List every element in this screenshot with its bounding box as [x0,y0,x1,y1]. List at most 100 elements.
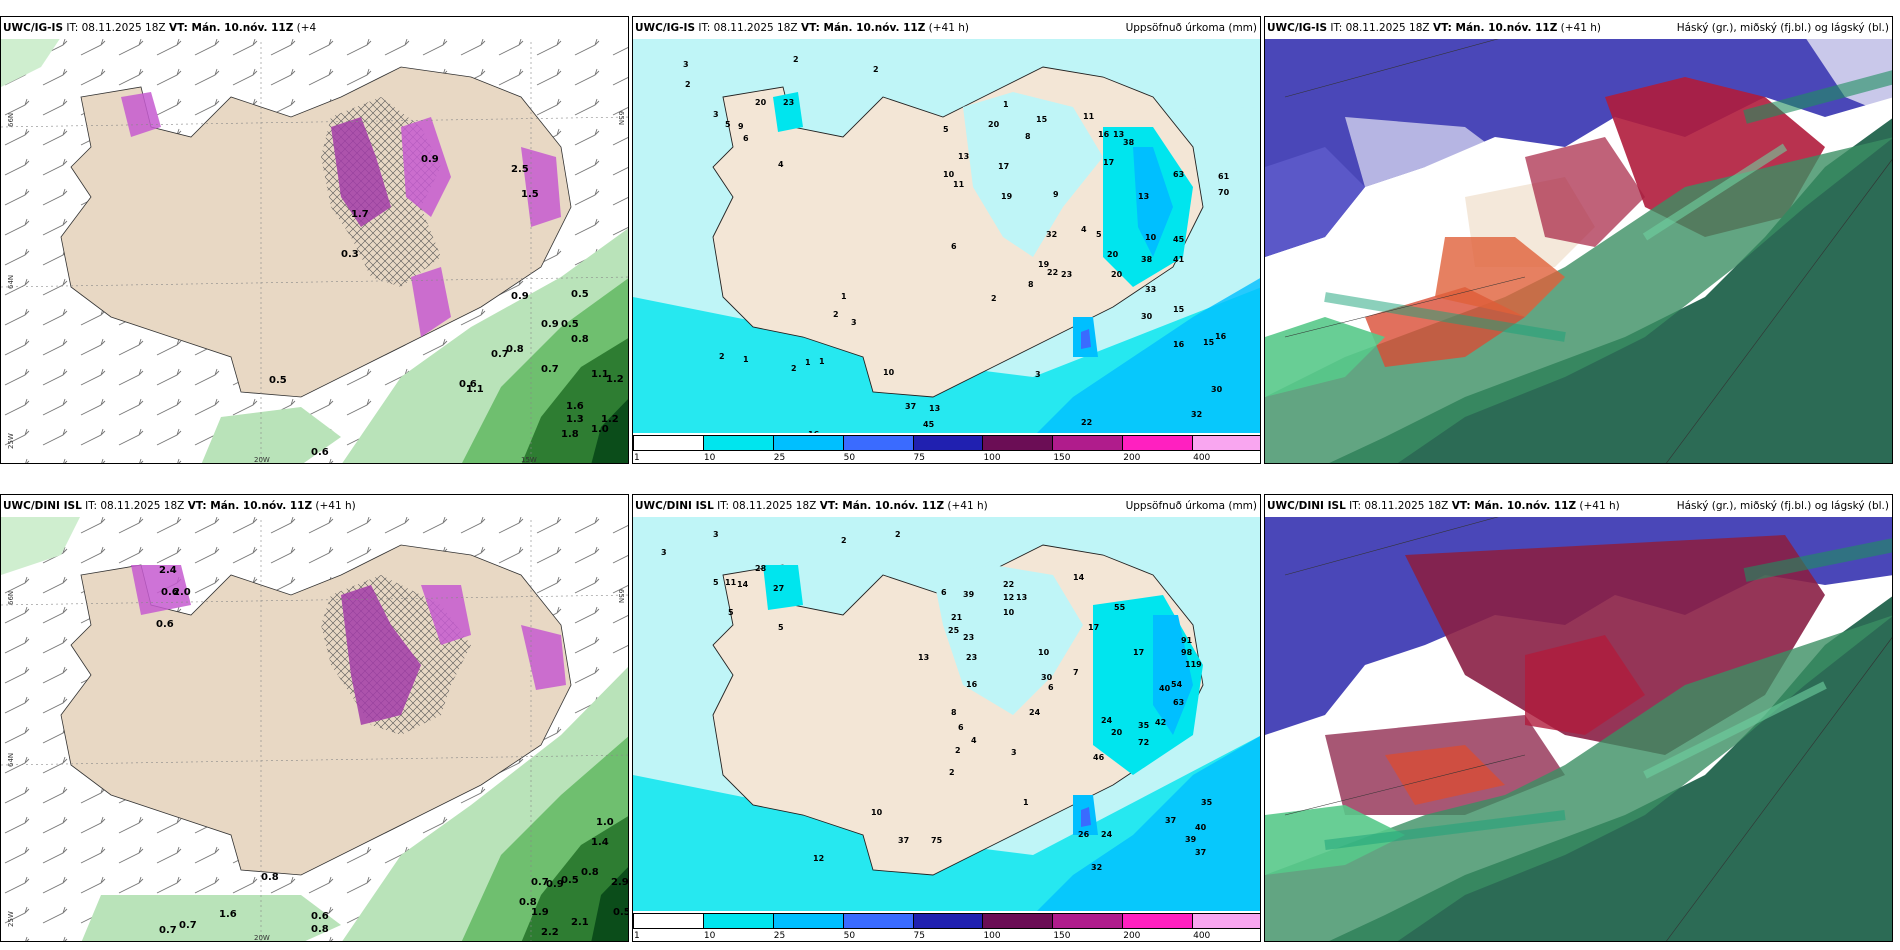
value-label: 16 [1173,340,1185,349]
value-label: 2 [685,80,691,89]
lat-label: 64N [7,753,15,767]
value-label: 55 [1114,603,1126,612]
init-time: IT: 08.11.2025 18Z [1345,500,1452,512]
value-label: 38 [1123,138,1135,147]
init-time: IT: 08.11.2025 18Z [1327,22,1433,34]
colorbar-tick-label: 200 [1123,453,1141,463]
value-label: 0.5 [561,875,579,886]
value-label: 38 [1141,255,1153,264]
lat-label: 65N [617,589,625,603]
value-label: 2 [991,294,997,303]
value-label: 0.6 [311,447,329,458]
value-label: 20 [1111,728,1123,737]
colorbar-swatch [1192,435,1260,451]
value-label: 119 [1185,660,1202,669]
colorbar-tick-label: 1 [634,453,640,463]
colorbar-tick-label: 50 [843,931,856,941]
value-label: 22 [1081,418,1092,427]
value-label: 0.6 [156,619,174,630]
value-label: 8 [1025,132,1031,141]
value-label: 0.6 [161,587,179,598]
value-label: 26 [1078,830,1090,839]
lat-label: 66N [7,113,15,127]
precip-colorbar: 1 10 25 50 75 100 150 200 400 [633,433,1260,463]
value-label: 3 [661,548,667,557]
panel-top-left-wind: UWC/IG-IS IT: 08.11.2025 18Z VT: Mán. 10… [0,16,629,464]
value-label: 11 [725,578,737,587]
value-label: 5 [1096,230,1102,239]
value-label: 10 [1145,233,1157,242]
value-label: 6 [951,242,957,251]
value-label: 2 [791,364,797,373]
value-label: 16 [1215,332,1227,341]
value-label: 3 [713,110,719,119]
value-label: 8 [1028,280,1034,289]
colorbar-swatch [842,435,914,451]
lon-label: 25W [7,911,15,927]
value-label: 24 [1101,830,1113,839]
value-label: 24 [1101,716,1113,725]
value-label: 13 [958,152,969,161]
value-label: 30 [1211,385,1223,394]
value-label: 25 [948,626,960,635]
value-label: 1.3 [566,414,584,425]
value-label: 2 [895,530,901,539]
colorbar-tick-label: 10 [703,453,716,463]
value-label: 5 [778,623,784,632]
colorbar-tick-label: 75 [913,453,925,463]
lead-time: (+41 h) [944,500,988,512]
value-label: 17 [1133,648,1144,657]
valid-time: VT: Mán. 10.nóv. 11Z [187,500,313,512]
value-label: 22 [1003,580,1014,589]
value-label: 0.5 [269,375,287,386]
value-label: 35 [1138,721,1150,730]
value-label: 30 [1141,312,1153,321]
value-label: 1.7 [351,209,369,220]
value-label: 0.7 [531,877,549,888]
value-label: 22 [1047,268,1058,277]
value-label: 42 [1155,718,1166,727]
value-label: 4 [1081,225,1087,234]
colorbar-tick-label: 400 [1193,453,1211,463]
value-label: 13 [918,653,929,662]
precip-map: 3 2 2 3 2 5 9 6 20 23 4 1 5 13 20 17 10 … [633,37,1260,437]
lead-time: (+41 h) [925,22,969,34]
panel-title: Háský (gr.), miðský (fj.bl.) og lágský (… [1676,500,1889,512]
value-label: 1.6 [219,909,237,920]
value-label: 14 [737,580,749,589]
valid-time: VT: Mán. 10.nóv. 11Z [1451,500,1577,512]
colorbar-swatch [1052,435,1124,451]
valid-time: VT: Mán. 10.nóv. 11Z [1432,22,1558,34]
value-label: 1.1 [466,384,484,395]
value-label: 17 [1088,623,1099,632]
lon-label: 20W [254,456,270,464]
colorbar-swatch [982,913,1054,929]
precip-map: 3 3 2 2 5 11 14 28 27 5 5 6 39 22 12 13 … [633,515,1260,915]
value-label: 1.0 [591,424,609,435]
colorbar-tick-label: 150 [1053,453,1071,463]
value-label: 1.8 [561,429,579,440]
colorbar-tick-label: 100 [983,453,1001,463]
value-label: 0.7 [541,364,559,375]
value-label: 5 [725,120,731,129]
colorbar-tick-label: 400 [1193,931,1211,941]
value-label: 39 [1185,835,1197,844]
value-label: 1 [743,355,749,364]
colorbar-swatch [912,913,984,929]
valid-time: VT: Mán. 10.nóv. 11Z [819,500,945,512]
value-label: 0.8 [311,924,329,935]
colorbar-tick-label: 10 [703,931,716,941]
init-time: IT: 08.11.2025 18Z [63,22,169,34]
colorbar-swatch [702,913,774,929]
value-label: 1 [841,292,847,301]
panel-header: UWC/IG-IS IT: 08.11.2025 18Z VT: Mán. 10… [1265,17,1892,39]
value-label: 1.6 [566,401,584,412]
value-label: 3 [683,60,689,69]
valid-time: VT: Mán. 10.nóv. 11Z [168,22,294,34]
value-label: 0.9 [546,879,564,890]
value-label: 14 [1073,573,1085,582]
panel-top-right-clouds: UWC/IG-IS IT: 08.11.2025 18Z VT: Mán. 10… [1264,16,1893,464]
value-label: 15 [1173,305,1185,314]
value-label: 10 [1003,608,1015,617]
value-label: 15 [1203,338,1215,347]
